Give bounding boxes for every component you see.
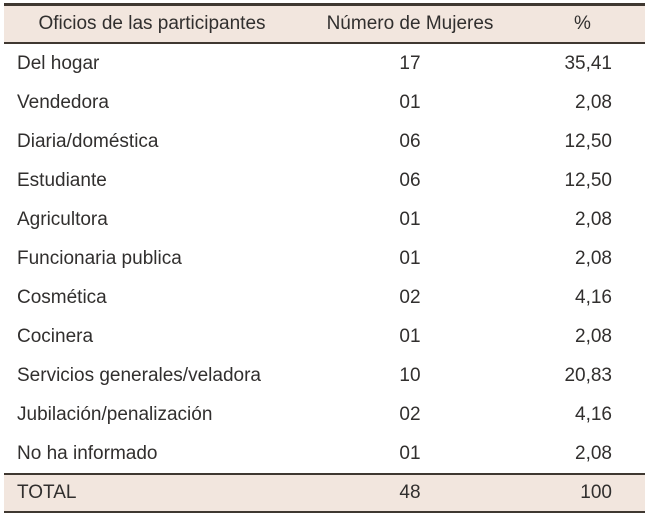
cell-percent: 4,16 bbox=[520, 278, 645, 317]
table-row: Cosmética 02 4,16 bbox=[4, 278, 645, 317]
cell-oficio: Vendedora bbox=[4, 83, 300, 122]
table-row: Estudiante 06 12,50 bbox=[4, 161, 645, 200]
cell-numero: 01 bbox=[300, 200, 520, 239]
table-row: Servicios generales/veladora 10 20,83 bbox=[4, 356, 645, 395]
column-header-percent: % bbox=[520, 4, 645, 44]
cell-percent: 2,08 bbox=[520, 434, 645, 474]
occupations-table-wrap: Oficios de las participantes Número de M… bbox=[4, 3, 645, 513]
cell-numero: 06 bbox=[300, 161, 520, 200]
table-header-row: Oficios de las participantes Número de M… bbox=[4, 4, 645, 44]
table-row: Agricultora 01 2,08 bbox=[4, 200, 645, 239]
cell-numero: 01 bbox=[300, 434, 520, 474]
cell-percent: 12,50 bbox=[520, 122, 645, 161]
cell-oficio: Cocinera bbox=[4, 317, 300, 356]
cell-numero: 01 bbox=[300, 317, 520, 356]
cell-oficio: Diaria/doméstica bbox=[4, 122, 300, 161]
cell-percent: 2,08 bbox=[520, 200, 645, 239]
cell-percent: 2,08 bbox=[520, 83, 645, 122]
total-row: TOTAL 48 100 bbox=[4, 473, 645, 513]
cell-oficio: Jubilación/penalización bbox=[4, 395, 300, 434]
cell-numero: 02 bbox=[300, 278, 520, 317]
cell-percent: 2,08 bbox=[520, 239, 645, 278]
cell-percent: 12,50 bbox=[520, 161, 645, 200]
table-row: Diaria/doméstica 06 12,50 bbox=[4, 122, 645, 161]
table-row: No ha informado 01 2,08 bbox=[4, 434, 645, 474]
table-row: Del hogar 17 35,41 bbox=[4, 43, 645, 83]
cell-oficio: Servicios generales/veladora bbox=[4, 356, 300, 395]
column-header-numero-mujeres: Número de Mujeres bbox=[300, 4, 520, 44]
total-numero: 48 bbox=[300, 473, 520, 513]
table-row: Funcionaria publica 01 2,08 bbox=[4, 239, 645, 278]
cell-numero: 10 bbox=[300, 356, 520, 395]
cell-percent: 2,08 bbox=[520, 317, 645, 356]
cell-oficio: Funcionaria publica bbox=[4, 239, 300, 278]
cell-numero: 02 bbox=[300, 395, 520, 434]
cell-oficio: Cosmética bbox=[4, 278, 300, 317]
cell-oficio: Agricultora bbox=[4, 200, 300, 239]
cell-percent: 20,83 bbox=[520, 356, 645, 395]
cell-oficio: Estudiante bbox=[4, 161, 300, 200]
cell-numero: 17 bbox=[300, 43, 520, 83]
table-row: Vendedora 01 2,08 bbox=[4, 83, 645, 122]
cell-percent: 4,16 bbox=[520, 395, 645, 434]
cell-oficio: No ha informado bbox=[4, 434, 300, 474]
table-row: Jubilación/penalización 02 4,16 bbox=[4, 395, 645, 434]
total-label: TOTAL bbox=[4, 473, 300, 513]
cell-percent: 35,41 bbox=[520, 43, 645, 83]
cell-numero: 01 bbox=[300, 83, 520, 122]
cell-oficio: Del hogar bbox=[4, 43, 300, 83]
cell-numero: 06 bbox=[300, 122, 520, 161]
occupations-table: Oficios de las participantes Número de M… bbox=[4, 3, 645, 513]
total-percent: 100 bbox=[520, 473, 645, 513]
cell-numero: 01 bbox=[300, 239, 520, 278]
column-header-oficios: Oficios de las participantes bbox=[4, 4, 300, 44]
table-row: Cocinera 01 2,08 bbox=[4, 317, 645, 356]
